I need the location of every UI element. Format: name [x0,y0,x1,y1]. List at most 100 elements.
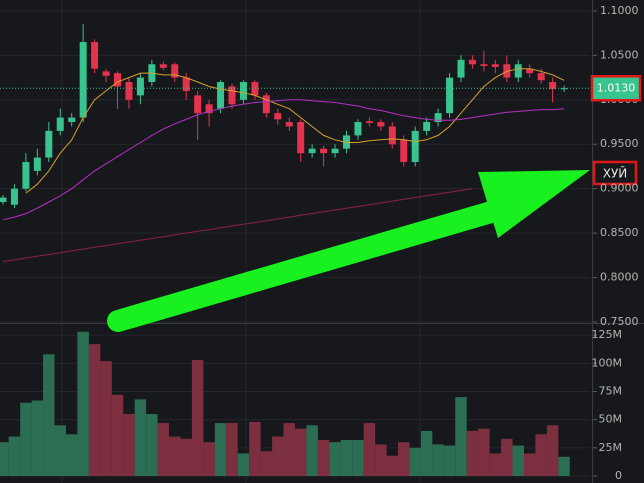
volume-bar [214,423,227,476]
candle-body [297,122,305,154]
y-tick-label: 125M [592,328,623,341]
volume-bar [432,444,444,476]
volume-bar [134,399,147,476]
candle-body [136,77,144,96]
annotation: ХУЙ [603,166,628,181]
last-price-box [590,75,642,102]
volume-bar [512,445,524,476]
candle-body [0,197,7,203]
candle-body [217,82,225,109]
volume-bar [420,430,433,476]
candle-body [434,113,442,123]
candle-body [91,42,99,69]
volume-bar [249,421,261,476]
volume-bar [283,423,295,476]
volume-bar [398,442,410,476]
candle-body [22,162,30,189]
candle-body [537,73,545,81]
volume-bar [88,344,101,476]
y-tick-label: 0.9500 [600,137,639,150]
volume-bar [77,331,89,476]
candle-body [526,68,534,74]
candle-body [388,126,396,145]
volume-bar [489,453,502,476]
annotation-box [592,160,638,186]
candle-body [205,104,213,114]
volume-bar [409,447,421,476]
y-tick-label: 0.8000 [600,271,639,284]
volume-bar [100,361,112,476]
volume-bar [260,451,273,476]
volume-bar [111,394,124,476]
candle-body [285,122,293,127]
y-tick-label: 1.0500 [600,48,639,61]
arrow-shaft [107,197,516,332]
volume-bar [226,423,238,476]
candle-body [68,117,76,123]
y-tick-label: 0.8500 [600,226,639,239]
candle-body [308,148,316,154]
volume-bar [329,442,341,476]
ma-line [2,99,565,221]
candle-body [274,113,282,120]
candle-body [171,64,179,78]
volume-bar [375,444,387,476]
candle-body [33,157,41,171]
volume-bar [123,414,135,476]
volume-bar [443,445,456,476]
volume-bar [294,428,307,476]
candle-body [251,82,259,96]
volume-bar [237,453,250,476]
candle-body [320,148,328,154]
volume-bar [0,442,9,476]
candle-body [354,122,362,136]
ma-line [2,188,473,263]
candle-body [262,95,270,114]
volume-bar [65,434,78,476]
candle-body [411,130,419,163]
y-tick-label: 100M [592,356,623,369]
candle-body [457,59,465,78]
volume-bar [523,453,536,476]
y-tick-label: 75M [599,384,623,397]
y-tick-label: 0 [615,469,622,482]
candle-body [446,77,454,114]
volume-bar [31,400,44,476]
candle-body [423,122,431,131]
volume-bar [54,425,66,476]
candle-body [10,188,18,205]
y-tick-label: 25M [599,441,623,454]
y-tick-label: 0.9000 [600,182,639,195]
volume-bar [146,414,158,476]
candle-body [491,64,499,67]
volume-bar [180,438,192,476]
candle-body [228,86,236,105]
candle-body [79,42,87,118]
y-tick-label: 50M [599,413,623,426]
ma-line [25,68,565,194]
volume-bar [306,425,318,476]
volume-bar [43,354,55,476]
marks-layer [0,10,597,477]
volume-bar [478,428,490,476]
candle-body [102,71,110,76]
volume-bar [386,455,399,476]
candle-body [159,64,167,68]
volume-bar [466,430,479,476]
volume-bar [352,439,364,476]
volume-bar [535,434,547,476]
volume-bar [157,423,170,476]
candle-body [182,77,190,91]
volume-bar [169,436,181,476]
volume-bar [8,436,21,476]
volume-bar [317,439,330,476]
candle-body [400,139,408,163]
volume-bar [363,423,376,476]
volume-bar [558,456,570,476]
volume-bar [272,436,284,476]
volume-bar [191,359,204,476]
volume-bar [501,438,513,476]
candle-body [331,148,339,154]
volume-bar [203,442,215,476]
